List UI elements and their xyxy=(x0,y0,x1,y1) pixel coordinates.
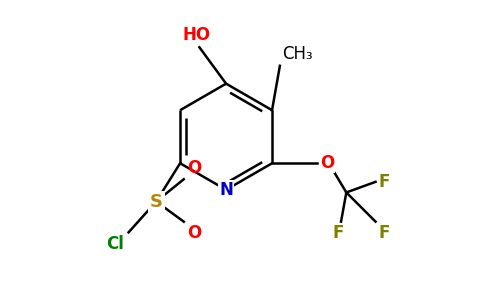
Text: O: O xyxy=(187,224,201,242)
Text: Cl: Cl xyxy=(106,236,124,253)
Text: F: F xyxy=(333,224,344,242)
Text: HO: HO xyxy=(182,26,211,44)
Text: N: N xyxy=(219,181,233,199)
Text: CH₃: CH₃ xyxy=(283,45,313,63)
Text: F: F xyxy=(378,224,390,242)
Text: S: S xyxy=(150,193,163,211)
Text: F: F xyxy=(378,173,390,191)
Text: O: O xyxy=(187,159,201,177)
Text: O: O xyxy=(320,154,334,172)
